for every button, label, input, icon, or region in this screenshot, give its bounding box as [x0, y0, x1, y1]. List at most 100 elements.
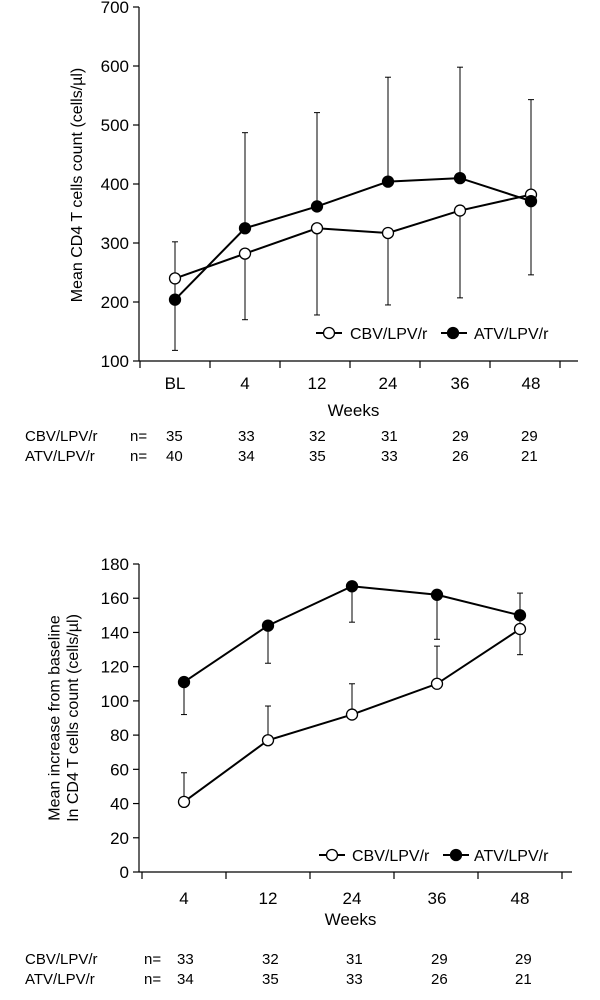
n-table-n-label: n=	[130, 428, 148, 445]
n-value: 31	[346, 951, 363, 968]
n-value: 34	[177, 971, 194, 988]
y-tick-label: 0	[120, 863, 129, 882]
y-tick-label: 300	[101, 234, 129, 253]
legend-label: ATV/LPV/r	[474, 326, 549, 343]
x-tick-label: 24	[379, 374, 398, 393]
data-point-open	[261, 734, 275, 747]
y-axis-title-line: Mean CD4 T cells count (cells/µl)	[69, 68, 86, 302]
data-point-open	[345, 708, 359, 721]
n-table-n-label: n=	[130, 448, 148, 465]
n-value: 33	[346, 971, 363, 988]
x-tick-label: 24	[343, 889, 362, 908]
y-tick-label: 160	[101, 589, 129, 608]
n-value: 33	[177, 951, 194, 968]
data-point-filled	[513, 609, 527, 622]
data-point-open	[381, 226, 395, 240]
data-point-open	[177, 795, 191, 808]
data-point-open	[430, 677, 444, 690]
n-table-row-label: ATV/LPV/r	[25, 971, 95, 988]
n-table-row-label: CBV/LPV/r	[25, 951, 98, 968]
data-point-filled	[238, 222, 252, 235]
n-value: 26	[452, 448, 469, 465]
n-value: 32	[262, 951, 279, 968]
data-point-open	[238, 247, 252, 260]
y-tick-label: 20	[110, 829, 129, 848]
series-line-atv-lpv-r	[174, 177, 532, 301]
y-tick-label: 80	[110, 726, 129, 745]
data-point-open	[513, 622, 527, 636]
data-point-filled	[168, 293, 182, 306]
data-point-filled	[261, 619, 275, 632]
legend-label: CBV/LPV/r	[352, 848, 430, 865]
y-tick-label: 140	[101, 623, 129, 642]
n-table-chart-1: CBV/LPV/r n= 35 33 32 31 29 29 ATV/LPV/r…	[0, 428, 600, 468]
n-value: 29	[521, 428, 538, 445]
x-tick-label: 48	[522, 374, 541, 393]
y-tick-label: 60	[110, 760, 129, 779]
y-tick-label: 200	[101, 293, 129, 312]
n-value: 35	[166, 428, 183, 445]
x-tick-label: 48	[511, 889, 530, 908]
data-point-filled	[177, 675, 191, 689]
n-value: 35	[262, 971, 279, 988]
y-tick-label: 100	[101, 352, 129, 371]
n-table-row-cbv: CBV/LPV/r n= 33 32 31 29 29	[0, 951, 600, 969]
n-table-row-label: ATV/LPV/r	[25, 448, 95, 465]
y-tick-label: 40	[110, 795, 129, 814]
x-tick-label: 4	[179, 889, 188, 908]
legend: CBV/LPV/r ATV/LPV/r	[316, 326, 549, 343]
data-point-filled	[310, 200, 324, 213]
n-value: 31	[381, 428, 398, 445]
x-tick-label: 12	[259, 889, 278, 908]
legend-marker-filled	[449, 848, 463, 862]
n-value: 33	[381, 448, 398, 465]
y-axis-title: Mean CD4 T cells count (cells/µl)	[69, 68, 86, 302]
legend-label: CBV/LPV/r	[350, 326, 428, 343]
y-tick-label: 500	[101, 116, 129, 135]
chart-2: 0 20 40 60 80 100 120 140 160 180 4 12 24 36 48 Weeks Me…	[47, 555, 572, 929]
n-value: 29	[515, 951, 532, 968]
n-table-row-atv: ATV/LPV/r n= 34 35 33 26 21	[0, 971, 600, 989]
y-tick-label: 120	[101, 658, 129, 677]
legend-label: ATV/LPV/r	[474, 848, 549, 865]
n-value: 40	[166, 448, 183, 465]
data-point-filled	[430, 588, 444, 601]
legend-marker-open	[322, 326, 336, 340]
y-axis-title-line: Mean increase from baseline	[47, 615, 64, 821]
data-point-filled	[524, 194, 538, 208]
n-value: 26	[431, 971, 448, 988]
x-tick-label: 12	[308, 374, 327, 393]
n-table-n-label: n=	[144, 971, 162, 988]
data-point-filled	[345, 580, 359, 593]
x-tick-label: 36	[451, 374, 470, 393]
n-value: 32	[309, 428, 326, 445]
y-tick-label: 400	[101, 175, 129, 194]
n-value: 34	[238, 448, 255, 465]
n-table-row-atv: ATV/LPV/r n= 40 34 35 33 26 21	[0, 448, 600, 466]
x-tick-label: BL	[165, 374, 186, 393]
y-tick-label: 600	[101, 57, 129, 76]
chart-1: 100 200 300 400 500 600 700 BL 4 12 24 36 48 Weeks Mea…	[69, 0, 578, 420]
y-axis-title: Mean increase from baselineIn CD4 T cell…	[47, 614, 82, 822]
data-point-open	[453, 204, 467, 217]
x-axis-title: Weeks	[328, 401, 380, 420]
y-tick-label: 100	[101, 692, 129, 711]
n-table-chart-2: CBV/LPV/r n= 33 32 31 29 29 ATV/LPV/r n=…	[0, 951, 600, 991]
series-line-cbv-lpv-r	[174, 193, 532, 280]
n-value: 29	[431, 951, 448, 968]
data-point-filled	[381, 175, 395, 188]
n-value: 21	[521, 448, 538, 465]
n-table-n-label: n=	[144, 951, 162, 968]
y-axis-title-line: In CD4 T cells count (cells/µl)	[65, 614, 82, 822]
y-tick-label: 700	[101, 0, 129, 17]
legend-marker-filled	[446, 326, 460, 340]
n-value: 21	[515, 971, 532, 988]
n-value: 35	[309, 448, 326, 465]
data-point-open	[310, 222, 324, 235]
legend: CBV/LPV/r ATV/LPV/r	[319, 848, 549, 865]
data-point-open	[168, 272, 182, 285]
n-value: 33	[238, 428, 255, 445]
y-tick-label: 180	[101, 555, 129, 574]
